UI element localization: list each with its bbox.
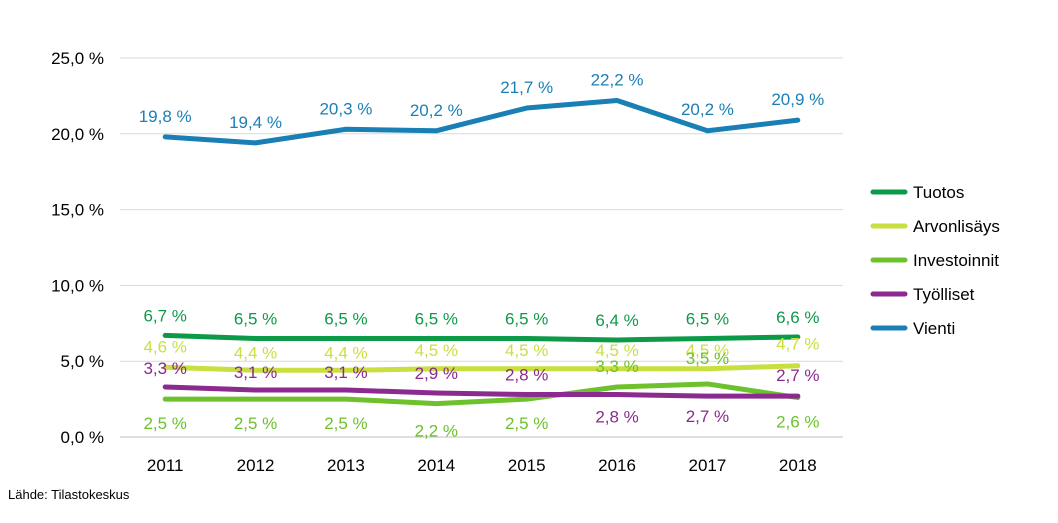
y-tick-label: 20,0 % (51, 125, 104, 144)
y-tick-label: 10,0 % (51, 276, 104, 295)
x-tick-label: 2016 (598, 456, 636, 475)
data-label: 22,2 % (591, 70, 644, 89)
data-label: 2,8 % (505, 366, 548, 385)
source-note: Lähde: Tilastokeskus (8, 487, 130, 502)
data-label: 20,2 % (681, 100, 734, 119)
data-label: 4,5 % (686, 341, 729, 360)
series-line-investoinnit (162, 381, 801, 407)
legend: Tuotos Arvonlisäys Investoinnit Työlliset Vi… (870, 183, 1000, 338)
data-label: 6,6 % (776, 308, 819, 327)
y-tick-label: 25,0 % (51, 49, 104, 68)
gridlines (120, 57, 843, 438)
data-label: 6,5 % (415, 309, 458, 328)
data-label: 2,7 % (686, 407, 729, 426)
data-label: 20,3 % (319, 99, 372, 118)
y-tick-label: 15,0 % (51, 201, 104, 220)
x-axis-tick-labels: 2011 2012 2013 2014 2015 2016 2017 2018 (147, 456, 817, 475)
data-label: 2,7 % (776, 366, 819, 385)
data-label: 4,5 % (595, 341, 638, 360)
data-label: 4,4 % (324, 343, 367, 362)
series-line-tuotos (162, 332, 801, 343)
data-label: 2,6 % (776, 413, 819, 432)
legend-label: Tuotos (913, 183, 964, 202)
data-label: 2,5 % (234, 414, 277, 433)
data-label: 4,7 % (776, 335, 819, 354)
x-tick-label: 2017 (689, 456, 727, 475)
data-label: 2,5 % (143, 414, 186, 433)
series-line-työlliset (162, 384, 801, 399)
data-label: 2,8 % (595, 408, 638, 427)
data-label: 4,6 % (143, 337, 186, 356)
x-tick-label: 2012 (237, 456, 275, 475)
x-tick-label: 2018 (779, 456, 817, 475)
data-label: 20,2 % (410, 101, 463, 120)
x-tick-label: 2014 (417, 456, 455, 475)
legend-label: Investoinnit (913, 251, 999, 270)
data-label: 21,7 % (500, 78, 553, 97)
x-tick-label: 2013 (327, 456, 365, 475)
series-line-vienti (162, 97, 801, 146)
x-tick-label: 2011 (147, 456, 184, 475)
data-label: 2,5 % (505, 414, 548, 433)
data-label: 4,5 % (505, 341, 548, 360)
data-labels: 6,7 % 6,5 % 6,5 % 6,5 % 6,5 % 6,4 % 6,5 % 6,6 %… (139, 70, 825, 440)
series-line-arvonlisäys (162, 363, 801, 373)
y-tick-label: 5,0 % (61, 352, 104, 371)
data-label: 3,3 % (595, 357, 638, 376)
legend-label: Vienti (913, 319, 955, 338)
data-label: 19,4 % (229, 113, 282, 132)
data-label: 4,4 % (234, 343, 277, 362)
legend-label: Arvonlisäys (913, 217, 1000, 236)
legend-label: Työlliset (913, 285, 975, 304)
data-label: 6,7 % (143, 306, 186, 325)
data-label: 19,8 % (139, 107, 192, 126)
data-label: 2,9 % (415, 364, 458, 383)
y-tick-label: 0,0 % (61, 428, 104, 447)
data-label: 4,5 % (415, 341, 458, 360)
data-label: 2,5 % (324, 414, 367, 433)
data-label: 6,5 % (505, 309, 548, 328)
data-label: 2,2 % (415, 422, 458, 441)
data-label: 6,5 % (686, 309, 729, 328)
y-axis-tick-labels: 0,0 % 5,0 % 10,0 % 15,0 % 20,0 % 25,0 % (51, 49, 104, 447)
data-label: 3,1 % (234, 363, 277, 382)
series-lines (162, 97, 801, 407)
data-label: 20,9 % (771, 90, 824, 109)
data-label: 3,3 % (143, 359, 186, 378)
data-label: 6,4 % (595, 311, 638, 330)
data-label: 6,5 % (234, 309, 277, 328)
data-label: 3,5 % (686, 349, 729, 368)
x-tick-label: 2015 (508, 456, 546, 475)
data-label: 6,5 % (324, 309, 367, 328)
data-label: 3,1 % (324, 363, 367, 382)
